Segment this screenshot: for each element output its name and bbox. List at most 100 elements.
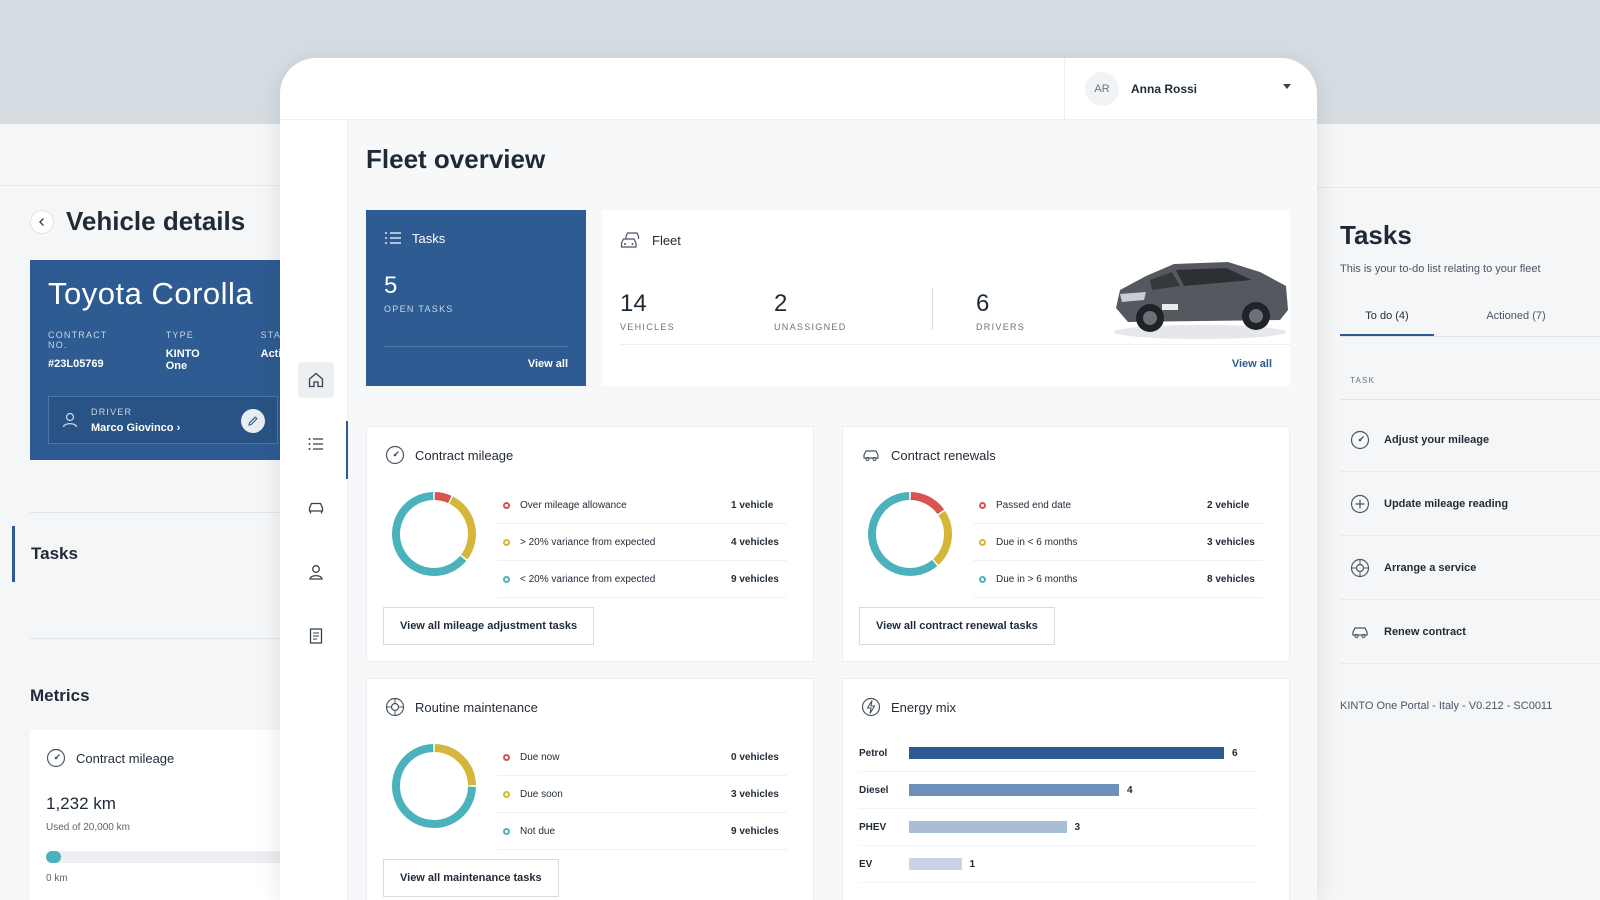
edit-driver-button[interactable]: [241, 409, 265, 433]
view-all-fleet-link[interactable]: View all: [1231, 358, 1272, 370]
energy-value: 4: [1127, 784, 1133, 796]
energy-value: 1: [969, 858, 976, 870]
vehicle-details-panel: Vehicle details Toyota Corolla CONTRACT …: [0, 124, 300, 900]
tasks-tabs: To do (4) Actioned (7): [1340, 310, 1600, 337]
energy-row: Petrol 6: [859, 735, 1259, 772]
divider: [384, 346, 568, 347]
user-menu[interactable]: AR Anna Rossi: [1064, 58, 1317, 120]
vehicle-card: Toyota Corolla CONTRACT NO. #23L05769 TY…: [30, 260, 300, 460]
left-panel-header: [0, 124, 300, 186]
legend-value: 9 vehicles: [731, 825, 779, 837]
legend-label: Passed end date: [996, 499, 1072, 511]
legend-label: > 20% variance from expected: [520, 536, 656, 548]
nav-documents[interactable]: [298, 618, 334, 654]
panel-header: Contract renewals: [861, 445, 1271, 465]
energy-label: Diesel: [859, 784, 889, 796]
energy-label: EV: [859, 858, 873, 870]
back-button[interactable]: [30, 209, 54, 234]
divider: [30, 638, 300, 639]
energy-bar-chart: Petrol 6 Diesel 4 PHEV 3 EV 1: [859, 735, 1259, 883]
legend-dot: [503, 501, 510, 509]
stat-value: 14: [620, 290, 647, 317]
energy-row: PHEV 3: [859, 809, 1259, 846]
contract-renewals-panel: Contract renewals Passed end date 2 vehic…: [842, 426, 1290, 662]
legend-value: 3 vehicles: [731, 788, 779, 800]
nav-drivers[interactable]: [298, 554, 334, 590]
panel-title: Routine maintenance: [415, 699, 538, 715]
nav-vehicles[interactable]: [298, 490, 334, 526]
plus-circle-icon: [1350, 494, 1370, 513]
fleet-card-title: Fleet: [652, 232, 681, 248]
legend-value: 9 vehicles: [731, 573, 779, 585]
user-icon: [309, 565, 323, 580]
tasks-section-tab[interactable]: Tasks: [12, 526, 300, 582]
meta-value: #23L05769: [48, 358, 104, 370]
legend-label: Not due: [520, 825, 556, 837]
energy-icon: [861, 697, 881, 717]
driver-box[interactable]: DRIVER Marco Giovinco ›: [48, 396, 278, 444]
legend-row: < 20% variance from expected 9 vehicles: [497, 561, 787, 598]
car-renew-icon: [863, 450, 879, 461]
speedometer-icon: [1350, 430, 1370, 449]
metrics-heading: Metrics: [30, 686, 90, 705]
energy-row: Diesel 4: [859, 772, 1259, 809]
legend-dot: [979, 501, 986, 509]
task-label: Arrange a service: [1384, 561, 1477, 574]
stat-vehicles: 14 VEHICLES: [620, 290, 675, 332]
page-title: Fleet overview: [366, 144, 546, 174]
meta-label: TYPE: [165, 330, 195, 340]
list-icon: [385, 232, 401, 244]
maintenance-donut-chart: [392, 744, 476, 828]
nav-tasks[interactable]: [298, 426, 334, 462]
list-icon: [308, 438, 323, 450]
panel-header: Contract mileage: [385, 445, 795, 465]
energy-bar: [909, 784, 1119, 796]
legend-dot: [503, 575, 510, 583]
meta-type: TYPE KINTO One: [166, 330, 221, 372]
divider: [932, 288, 933, 330]
energy-bar: [909, 858, 962, 870]
chevron-down-icon: [1283, 84, 1291, 89]
view-mileage-tasks-button[interactable]: View all mileage adjustment tasks: [383, 607, 595, 645]
avatar: AR: [1085, 72, 1119, 106]
tasks-panel: Tasks This is your to-do list relating t…: [1297, 124, 1600, 900]
donut-segment-teal: [868, 492, 938, 576]
view-maintenance-tasks-button[interactable]: View all maintenance tasks: [383, 859, 559, 897]
right-panel-header: [1300, 124, 1600, 188]
legend-dot: [503, 753, 510, 761]
top-bar: AR Anna Rossi: [280, 58, 1317, 120]
tab-to-do[interactable]: To do (4): [1340, 310, 1434, 336]
divider: [30, 512, 300, 513]
user-name: Anna Rossi: [1131, 82, 1198, 96]
legend-row: Over mileage allowance 1 vehicle: [497, 487, 787, 524]
task-item-update-mileage[interactable]: Update mileage reading: [1340, 472, 1600, 536]
task-label: Adjust your mileage: [1384, 433, 1490, 446]
document-icon: [309, 628, 323, 644]
fleet-app-window: AR Anna Rossi Fleet overview Tasks 5 OPE…: [280, 58, 1317, 900]
donut-segment-yellow: [932, 510, 952, 565]
side-nav: [280, 120, 348, 900]
legend-value: 8 vehicles: [1207, 573, 1255, 585]
task-item-adjust-mileage[interactable]: Adjust your mileage: [1340, 408, 1600, 472]
pencil-icon: [248, 416, 258, 426]
task-item-renew-contract[interactable]: Renew contract: [1340, 600, 1600, 664]
view-all-tasks-link[interactable]: View all: [527, 358, 568, 370]
view-renewal-tasks-button[interactable]: View all contract renewal tasks: [859, 607, 1055, 645]
legend-value: 0 vehicles: [731, 751, 779, 763]
nav-home[interactable]: [298, 362, 334, 398]
legend-row: Due in < 6 months 3 vehicles: [973, 524, 1263, 561]
home-icon: [308, 372, 324, 388]
driver-name-link[interactable]: Marco Giovinco ›: [91, 421, 181, 434]
tab-actioned[interactable]: Actioned (7): [1486, 310, 1546, 322]
panel-header: Energy mix: [861, 697, 1271, 717]
meta-contract: CONTRACT NO. #23L05769: [48, 330, 126, 372]
legend-row: Due soon 3 vehicles: [497, 776, 787, 813]
stat-drivers: 6 DRIVERS: [976, 290, 1025, 332]
legend-row: Due now 0 vehicles: [497, 739, 787, 776]
legend-dot: [979, 538, 986, 546]
donut-segment-red: [434, 492, 452, 504]
task-item-arrange-service[interactable]: Arrange a service: [1340, 536, 1600, 600]
nav-active-indicator: [346, 421, 348, 479]
vehicle-details-header: Vehicle details: [30, 206, 245, 237]
stat-unassigned: 2 UNASSIGNED: [774, 290, 847, 332]
